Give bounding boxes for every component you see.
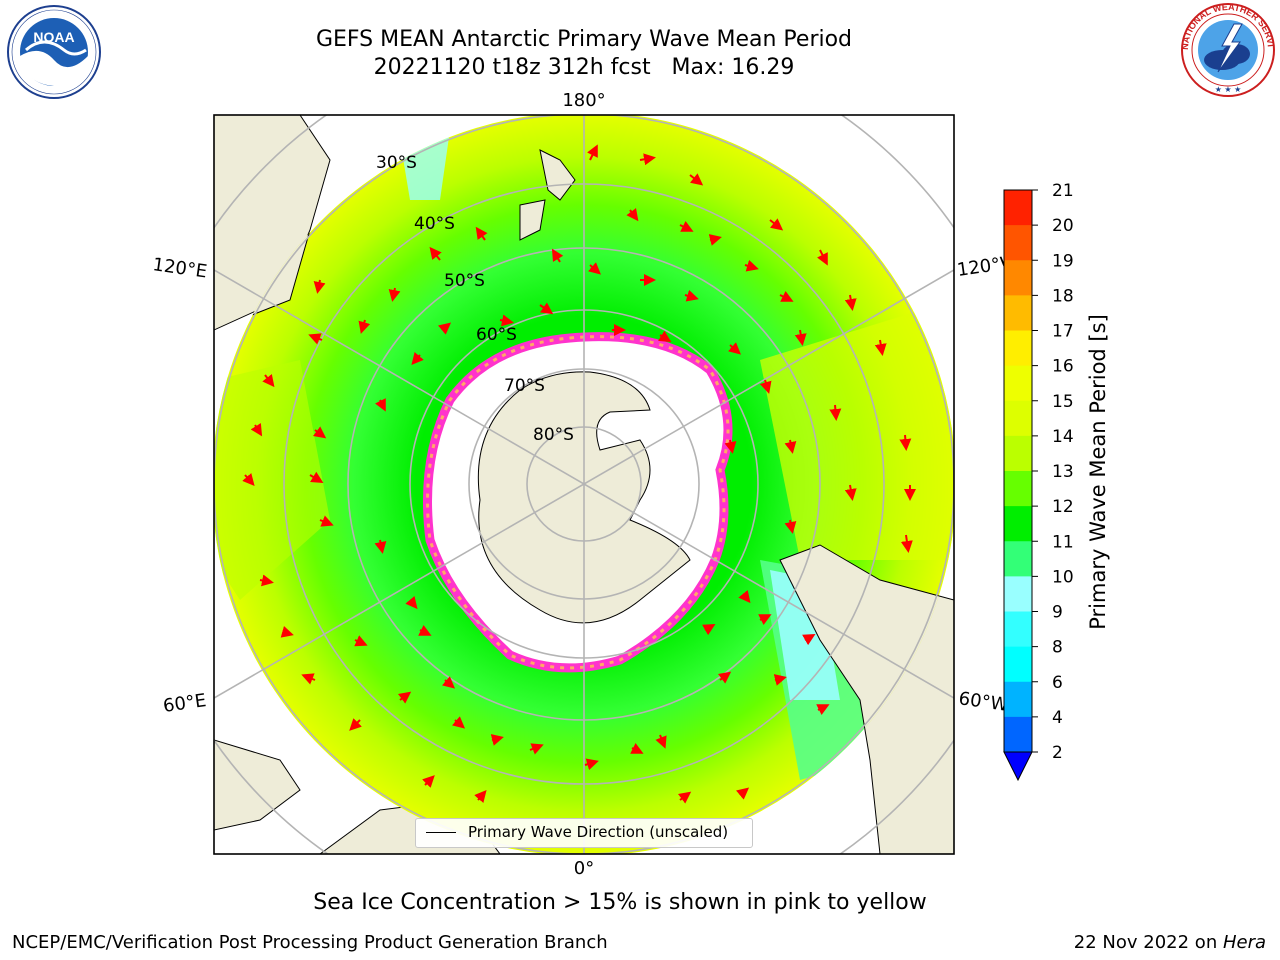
map-legend: Primary Wave Direction (unscaled) (415, 818, 753, 848)
lat-label-40s: 40°S (414, 214, 455, 234)
noaa-logo: NOAA (7, 5, 101, 99)
ice-note: Sea Ice Concentration > 15% is shown in … (313, 890, 927, 915)
lon-label-180: 180° (562, 90, 605, 111)
lon-label-120w: 120°W (956, 252, 1020, 281)
graticule (214, 115, 954, 854)
map-border (213, 114, 955, 855)
lon-label-60w: 60°W (957, 688, 1009, 716)
lon-label-120e: 120°E (151, 254, 208, 282)
lat-label-70s: 70°S (504, 376, 545, 396)
madagascar-land (214, 739, 301, 831)
legend-line-swatch (426, 832, 456, 833)
svg-text:★ ★ ★: ★ ★ ★ (1215, 85, 1242, 94)
chart-title: GEFS MEAN Antarctic Primary Wave Mean Pe… (315, 27, 853, 52)
nws-logo: NATIONAL WEATHER SERVICE ★ ★ ★ (1178, 2, 1276, 97)
lat-label-60s: 60°S (476, 325, 517, 345)
footer-left: NCEP/EMC/Verification Post Processing Pr… (12, 932, 608, 953)
footer-right: 22 Nov 2022 on Hera (1074, 932, 1266, 953)
footer-date: 22 Nov 2022 on (1073, 932, 1223, 953)
lat-label-50s: 50°S (444, 271, 485, 291)
legend-label: Primary Wave Direction (unscaled) (468, 823, 729, 841)
chart-subtitle: 20221120 t18z 312h fcst Max: 16.29 (373, 55, 795, 80)
lat-label-80s: 80°S (533, 425, 574, 445)
wave-direction-arrows (242, 144, 916, 804)
lon-label-0: 0° (574, 858, 594, 879)
lon-label-60e: 60°E (162, 690, 208, 717)
footer-host: Hera (1222, 932, 1266, 953)
australia-land (214, 115, 331, 331)
new-zealand-land (539, 149, 576, 201)
lat-label-30s: 30°S (376, 153, 417, 173)
noaa-logo-text: NOAA (33, 29, 74, 45)
